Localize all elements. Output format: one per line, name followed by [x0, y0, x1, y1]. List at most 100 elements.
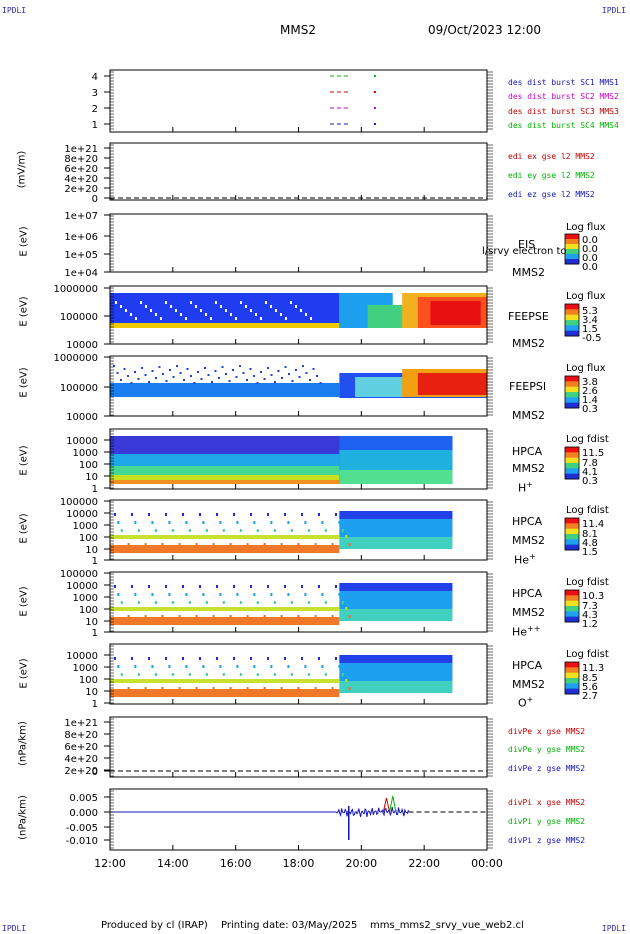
- colorbar-frame: [564, 375, 580, 409]
- spectrogram-hpca-he-low-band: [110, 545, 340, 553]
- spectrogram-feepsi-speck: [148, 381, 150, 383]
- legend-burst-sc1: des dist burst SC1 MMS1: [508, 78, 619, 87]
- spectrogram-hpca-he-speck: [345, 535, 348, 538]
- spectrogram-hpca-hepp-low: [339, 609, 453, 621]
- colorbar-frame: [564, 446, 580, 480]
- colorbar-feepsi: [565, 392, 579, 398]
- spectrogram-feepsi-hot2: [417, 373, 487, 395]
- spectrogram-hpca-he-speck: [233, 513, 235, 516]
- tick-label: 10000: [66, 651, 98, 662]
- spectrogram-feepsi-speck: [288, 373, 290, 375]
- spectrogram-hpca-o-speck: [304, 665, 307, 668]
- colorbar-hpca-o: [565, 683, 579, 690]
- tick-label: 100: [79, 533, 98, 544]
- spectrogram-hpca-hepp-speck: [263, 615, 266, 618]
- spectrogram-feepse-gap: [175, 309, 177, 312]
- tick-label: 0.005: [69, 793, 98, 804]
- spectrogram-hpca-o-speck: [301, 657, 303, 660]
- species-hpca-he: He+: [514, 552, 536, 567]
- spectrogram-feepse-gap: [205, 313, 207, 316]
- legend-edi-ex: edi ex gse l2 MMS2: [508, 152, 595, 161]
- spectrogram-hpca-o-speck: [144, 687, 147, 690]
- spectrogram-feepse-gap: [240, 301, 242, 304]
- spectrogram-hpca-he-speck: [165, 513, 167, 516]
- spectrogram-feepse-gap: [220, 305, 222, 308]
- spectrogram-hpca-o-speck: [335, 657, 337, 660]
- spectrogram-feepsi-speck: [302, 365, 304, 367]
- cb-tick: 5.3: [582, 306, 598, 317]
- tick-label: 2e+20: [64, 184, 98, 195]
- cb-tick: 0.0: [582, 235, 598, 246]
- spectrogram-hpca-he-speck: [117, 521, 120, 524]
- spectrogram-hpca-hepp-speck: [185, 593, 188, 596]
- spectrogram-hpca-o-speck: [290, 673, 293, 676]
- spectrogram-hpca-he-speck: [114, 513, 116, 516]
- tick-label: 100: [79, 460, 98, 471]
- spectrogram-hpca-o-speck: [256, 673, 259, 676]
- spectrogram-hpca-o-speck: [199, 657, 201, 660]
- spectrogram-hpca-he-speck: [137, 529, 140, 532]
- spectrogram-hpca-o-speck: [222, 673, 225, 676]
- spectrogram-hpca-o-speck: [117, 665, 120, 668]
- spectrogram-hpca-hepp-speck: [307, 601, 310, 604]
- spectrogram-hpca-hepp-speck: [134, 593, 137, 596]
- spectrogram-hpca-o-speck: [188, 673, 191, 676]
- spacecraft-feepsi: MMS2: [512, 409, 545, 422]
- spectrogram-hpca-hepp-speck: [335, 585, 337, 588]
- tick-label: 1: [92, 699, 98, 710]
- spectrogram-hpca-hepp-speck: [182, 585, 184, 588]
- colorbar-hpca-h: [565, 452, 579, 459]
- spectrogram-feepsi-speck: [172, 376, 175, 378]
- spectrogram-feepse-gap: [275, 309, 277, 312]
- colorbar-hpca-o: [565, 678, 579, 684]
- spectrogram-feepse-gap: [235, 317, 237, 320]
- colorbar-feepsi: [565, 397, 579, 404]
- spectrogram-hpca-hepp-speck: [284, 585, 286, 588]
- spectrogram-hpca-o-speck: [165, 657, 167, 660]
- ylabel-eis: E (eV): [18, 226, 30, 257]
- spectrogram-hpca-o-speck: [287, 665, 290, 668]
- spectrogram-hpca-he-speck: [348, 543, 351, 546]
- spectrogram-hpca-o-speck: [307, 673, 310, 676]
- spectrogram-hpca-he-speck: [182, 513, 184, 516]
- spectrogram-hpca-h-g: [339, 450, 453, 470]
- spectrogram-hpca-hepp-speck: [239, 601, 242, 604]
- instrument-hpca-hepp: HPCA: [512, 587, 543, 600]
- spectrogram-feepsi-speck: [232, 369, 234, 371]
- spectrogram-feepsi-speck: [225, 373, 227, 375]
- spectrogram-feepsi-speck: [274, 381, 276, 383]
- spectrogram-hpca-hepp-speck: [154, 601, 157, 604]
- spectrogram-hpca-o-speck: [246, 687, 249, 690]
- cb-title-eis: Log flux: [566, 222, 606, 233]
- spectrogram-feepsi-speck: [200, 378, 203, 380]
- spectrogram-hpca-o-speck: [348, 687, 351, 690]
- colorbar-hpca-o: [565, 667, 579, 674]
- spectrogram-hpca-he-speck: [331, 543, 334, 546]
- tick-label: 1000: [73, 521, 98, 532]
- spectrogram-hpca-hepp-speck: [199, 585, 201, 588]
- spectrogram-hpca-he-speck: [144, 543, 147, 546]
- spectrogram-feepsi-speck: [186, 368, 189, 370]
- spectrogram-feepse-gap: [225, 309, 227, 312]
- spectrogram-hpca-hepp-speck: [301, 585, 303, 588]
- colorbar-feepsi: [565, 402, 579, 409]
- spectrogram-feepsi-speck: [291, 380, 294, 382]
- ylabel-feepse: E (eV): [18, 296, 30, 327]
- colorbar-eis: [565, 259, 579, 265]
- instrument-hpca-h: HPCA: [512, 445, 543, 458]
- spectrogram-hpca-hepp-low-band: [110, 617, 340, 625]
- spectrogram-feepsi-speck: [158, 366, 161, 368]
- tick-label: 100: [79, 605, 98, 616]
- colorbar-feepse: [565, 309, 579, 316]
- spectrogram-feepse-gap: [305, 313, 307, 316]
- cb-tick: 0.3: [582, 476, 598, 487]
- spectrogram-hpca-o-speck: [229, 687, 232, 690]
- spectrogram-feepsi-speck: [197, 371, 199, 373]
- colorbar-feepse: [565, 330, 579, 337]
- spectrogram-feepsi-speck: [253, 375, 255, 377]
- corner-label-left: IPDLI: [2, 6, 27, 15]
- spectrogram-hpca-o-speck: [345, 679, 348, 682]
- spectrogram-feepsi-speck: [228, 380, 231, 382]
- spectrogram-feepse-hot3: [430, 301, 481, 325]
